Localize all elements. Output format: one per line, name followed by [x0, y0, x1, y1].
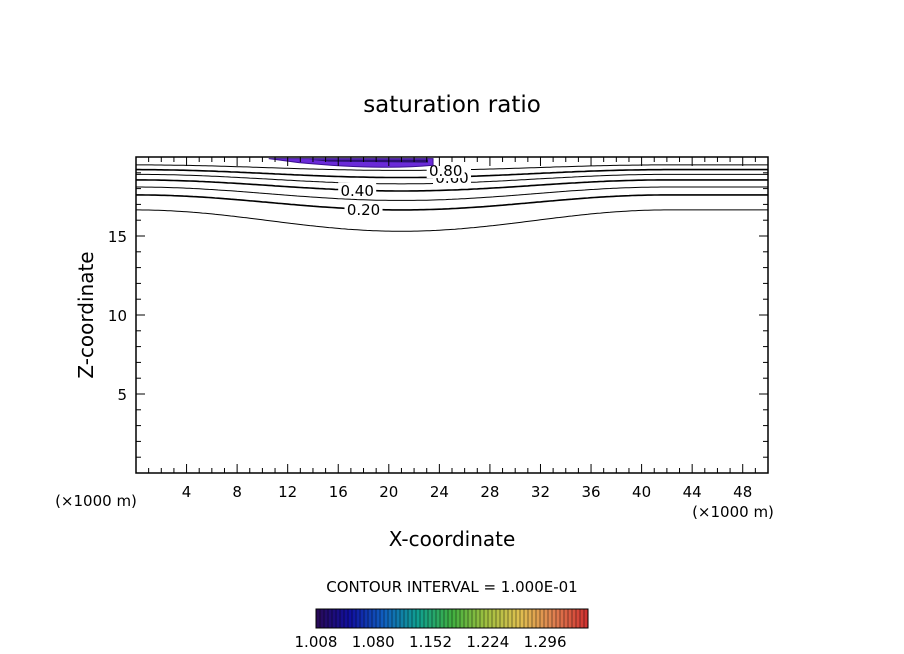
y-axis-ticks: 5 10 15	[108, 172, 768, 458]
y-tick-label: 15	[108, 228, 127, 246]
contour-label-bg	[344, 201, 383, 218]
colorbar-tick-label: 1.224	[466, 633, 509, 651]
chart-title: saturation ratio	[363, 92, 541, 118]
colorbar-labels: 1.008 1.080 1.152 1.224 1.296	[295, 633, 567, 651]
x-tick-label: 32	[531, 483, 550, 501]
contour-label-bg	[338, 182, 377, 199]
x-tick-label: 36	[581, 483, 600, 501]
colorbar-tick-label: 1.080	[352, 633, 395, 651]
x-unit-label-right: (×1000 m)	[692, 503, 774, 521]
contour-line	[136, 179, 768, 192]
y-tick-label: 5	[117, 386, 127, 404]
x-tick-label: 12	[278, 483, 297, 501]
x-tick-label: 28	[480, 483, 499, 501]
contour-label-bg	[426, 162, 465, 179]
x-tick-label: 24	[430, 483, 449, 501]
x-tick-label: 48	[733, 483, 752, 501]
x-tick-label: 4	[182, 483, 192, 501]
contour-interval-label: CONTOUR INTERVAL = 1.000E-01	[326, 578, 577, 596]
colorbar-tick-label: 1.008	[295, 633, 338, 651]
contour-label: 0.40	[340, 182, 373, 200]
x-tick-label: 44	[683, 483, 702, 501]
plot-frame	[135, 156, 769, 474]
x-axis-ticks: 4 8 12 16 20 24 28 32 36 40 44 48	[148, 157, 756, 501]
colorbar-tick-label: 1.152	[409, 633, 452, 651]
x-tick-label: 8	[232, 483, 242, 501]
x-tick-label: 20	[379, 483, 398, 501]
colorbar-stripes	[319, 609, 585, 628]
contour-label: 0.20	[347, 201, 380, 219]
x-unit-label-left: (×1000 m)	[55, 492, 137, 510]
y-tick-label: 10	[108, 307, 127, 325]
y-axis-label: Z-coordinate	[74, 251, 98, 378]
x-tick-label: 16	[329, 483, 348, 501]
contour-label: 0.80	[429, 162, 462, 180]
contour-labels: 0.200.400.600.80	[338, 162, 471, 219]
colorbar-tick-label: 1.296	[524, 633, 567, 651]
contour-line	[136, 209, 768, 232]
x-axis-label: X-coordinate	[389, 527, 516, 551]
x-tick-label: 40	[632, 483, 651, 501]
contour-line	[136, 186, 768, 201]
contour-line	[136, 194, 768, 211]
